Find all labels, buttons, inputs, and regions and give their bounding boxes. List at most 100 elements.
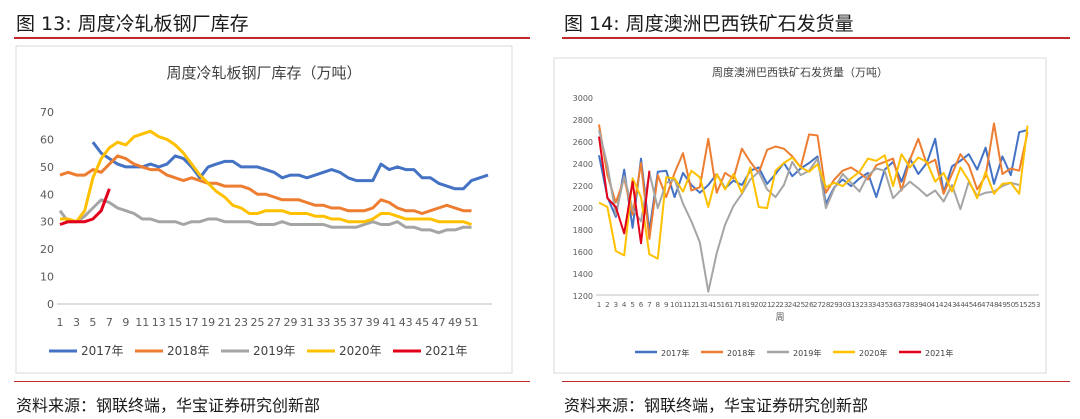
right-x-tick-label: 32 (855, 300, 864, 309)
left-x-tick-label: 15 (168, 316, 182, 329)
right-x-tick-label: 45 (964, 300, 973, 309)
right-x-tick-label: 35 (880, 300, 889, 309)
right-y-tick-label: 1200 (573, 292, 593, 301)
right-x-tick-label: 34 (872, 300, 882, 309)
right-x-tick-label: 43 (947, 300, 956, 309)
right-source-note: 资料来源：钢联终端，华宝证券研究创新部 (564, 396, 869, 415)
right-title-divider (562, 37, 1070, 39)
right-x-tick-label: 8 (656, 300, 661, 309)
left-x-tick-label: 29 (283, 316, 297, 329)
left-figure-title: 图 13: 周度冷轧板钢厂库存 (16, 13, 249, 35)
right-legend-label-2018: 2018年 (727, 348, 755, 358)
right-x-tick-label: 22 (771, 300, 780, 309)
right-x-tick-label: 21 (762, 300, 771, 309)
right-y-tick-label: 2400 (573, 160, 593, 169)
right-x-tick-label: 12 (687, 300, 696, 309)
right-x-tick-label: 44 (956, 300, 966, 309)
left-x-tick-label: 45 (415, 316, 429, 329)
left-x-tick-label: 47 (432, 316, 446, 329)
right-x-tick-label: 29 (830, 300, 840, 309)
right-x-tick-label: 40 (922, 300, 932, 309)
left-x-tick-label: 35 (333, 316, 347, 329)
right-x-tick-label: 50 (1006, 300, 1016, 309)
right-x-tick-label: 24 (788, 300, 798, 309)
left-legend-label-2017: 2017年 (81, 344, 124, 358)
right-x-tick-label: 16 (720, 300, 730, 309)
right-y-tick-label: 2200 (573, 182, 593, 191)
right-source-divider (562, 381, 1070, 382)
right-x-axis-label: 周 (775, 312, 784, 323)
right-x-tick-label: 30 (838, 300, 848, 309)
left-x-tick-label: 51 (465, 316, 479, 329)
left-x-tick-label: 1 (57, 316, 64, 329)
left-x-tick-label: 31 (300, 316, 314, 329)
right-x-tick-label: 36 (889, 300, 899, 309)
left-y-tick-label: 40 (40, 188, 54, 201)
right-x-tick-label: 51 (1015, 300, 1024, 309)
left-x-tick-label: 7 (106, 316, 113, 329)
right-x-tick-label: 46 (973, 300, 983, 309)
left-x-tick-label: 39 (366, 316, 380, 329)
left-chart-title: 周度冷轧板钢厂库存（万吨） (166, 64, 361, 82)
right-series-2018 (598, 122, 1029, 240)
left-y-tick-label: 20 (40, 243, 54, 256)
right-legend-label-2017: 2017年 (661, 348, 689, 358)
left-series-2021 (59, 188, 111, 226)
left-x-tick-label: 5 (89, 316, 96, 329)
right-x-tick-label: 20 (754, 300, 764, 309)
right-x-tick-label: 17 (729, 300, 738, 309)
right-x-tick-label: 4 (622, 300, 627, 309)
right-x-tick-label: 5 (630, 300, 635, 309)
right-x-tick-label: 33 (863, 300, 872, 309)
right-x-tick-label: 38 (905, 300, 915, 309)
left-x-tick-label: 3 (73, 316, 80, 329)
left-legend-label-2018: 2018年 (167, 344, 210, 358)
right-x-tick-label: 26 (805, 300, 815, 309)
left-x-tick-label: 33 (316, 316, 330, 329)
left-x-tick-label: 49 (448, 316, 462, 329)
left-y-tick-label: 30 (40, 216, 54, 229)
left-source-divider (14, 381, 530, 382)
right-y-tick-label: 1400 (573, 270, 593, 279)
right-x-tick-label: 48 (989, 300, 999, 309)
right-legend-label-2019: 2019年 (793, 348, 821, 358)
left-series-2020 (60, 129, 472, 226)
right-figure-title: 图 14: 周度澳洲巴西铁矿石发货量 (564, 13, 854, 35)
right-chart-title: 周度澳洲巴西铁矿石发货量（万吨） (712, 65, 888, 79)
left-source-note: 资料来源：钢联终端，华宝证券研究创新部 (16, 396, 321, 415)
left-x-tick-label: 9 (122, 316, 129, 329)
left-title-divider (14, 37, 530, 39)
left-x-tick-label: 11 (135, 316, 149, 329)
right-x-tick-label: 25 (796, 300, 805, 309)
left-x-tick-label: 17 (185, 316, 199, 329)
right-y-tick-label: 1600 (573, 248, 593, 257)
right-series-2020 (598, 125, 1029, 260)
right-x-tick-label: 13 (695, 300, 704, 309)
right-y-tick-label: 2000 (573, 204, 593, 213)
left-x-tick-label: 27 (267, 316, 281, 329)
left-x-tick-label: 21 (218, 316, 232, 329)
left-x-tick-label: 25 (251, 316, 265, 329)
right-x-tick-label: 31 (847, 300, 856, 309)
left-x-tick-label: 41 (382, 316, 396, 329)
left-series-2019 (58, 198, 472, 235)
right-x-tick-label: 14 (704, 300, 714, 309)
left-x-tick-label: 13 (152, 316, 166, 329)
right-x-tick-label: 53 (1031, 300, 1040, 309)
right-x-tick-label: 1 (597, 300, 602, 309)
left-x-tick-label: 23 (234, 316, 248, 329)
left-x-tick-label: 37 (349, 316, 363, 329)
right-x-tick-label: 2 (605, 300, 610, 309)
right-x-tick-label: 10 (670, 300, 680, 309)
right-x-tick-label: 37 (897, 300, 906, 309)
left-y-tick-label: 50 (40, 161, 54, 174)
left-series-2017 (91, 141, 489, 191)
right-x-tick-label: 23 (779, 300, 788, 309)
right-legend-label-2020: 2020年 (859, 348, 887, 358)
left-x-tick-label: 19 (201, 316, 215, 329)
right-x-tick-label: 27 (813, 300, 822, 309)
right-x-tick-label: 11 (678, 300, 687, 309)
left-series-2018 (59, 154, 472, 215)
right-y-tick-label: 3000 (573, 94, 593, 103)
left-figure: 图 13: 周度冷轧板钢厂库存 周度冷轧板钢厂库存（万吨） 0 10 20 30 40 50… (14, 13, 530, 415)
